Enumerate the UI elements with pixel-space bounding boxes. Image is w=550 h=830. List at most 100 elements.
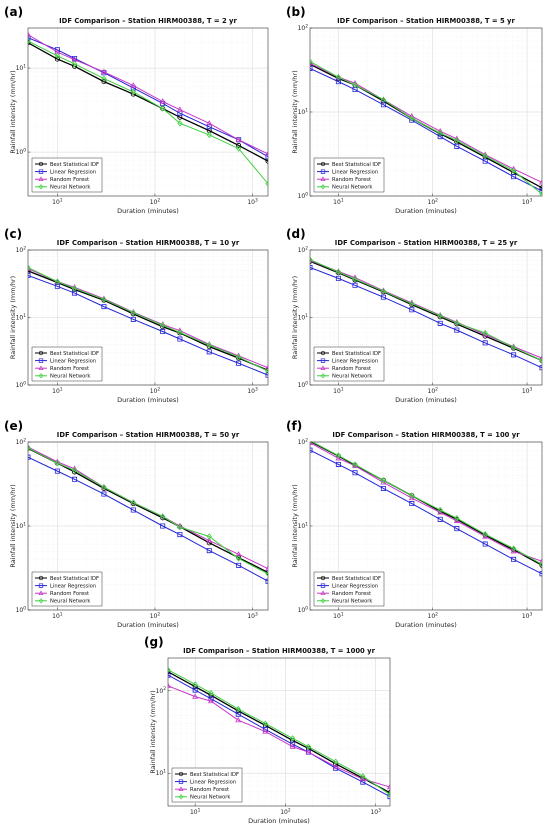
chart-panel: (a) IDF Comparison – Station HIRM00388, T… — [4, 5, 269, 215]
data-point — [511, 556, 517, 562]
x-tick-label: 101 — [52, 386, 63, 395]
legend-entry: Random Forest — [332, 366, 371, 372]
y-axis-label: Rainfall intensity (mm/hr) — [291, 276, 299, 359]
data-point — [453, 517, 460, 523]
data-point — [437, 130, 443, 137]
data-point — [454, 143, 460, 149]
data-point — [335, 73, 342, 81]
data-point — [352, 461, 358, 468]
data-point — [310, 256, 313, 263]
data-point — [335, 275, 341, 281]
data-point — [454, 327, 460, 333]
data-point — [335, 455, 342, 461]
data-point — [262, 726, 268, 732]
x-tick-label: 102 — [150, 611, 161, 620]
data-point — [265, 150, 268, 157]
data-point — [305, 743, 312, 750]
series-line — [168, 674, 390, 798]
series-neural-network — [310, 256, 542, 364]
grid — [309, 441, 542, 611]
legend-entry: Linear Regression — [332, 358, 378, 364]
data-point — [539, 191, 542, 196]
data-point — [310, 442, 313, 445]
data-point — [206, 341, 212, 349]
series-linear-regression — [168, 672, 390, 800]
y-tick-label: 100 — [16, 605, 27, 614]
data-point — [71, 285, 78, 292]
data-point — [482, 530, 488, 538]
data-point — [335, 268, 342, 276]
x-tick-label: 101 — [333, 197, 344, 206]
legend-entry: Neural Network — [50, 599, 90, 605]
data-point — [28, 40, 31, 46]
data-point — [352, 470, 358, 476]
data-point — [101, 491, 107, 497]
data-point — [54, 460, 60, 467]
series-linear-regression — [28, 272, 268, 378]
y-tick-label: 100 — [16, 380, 27, 389]
data-point — [28, 268, 31, 274]
data-point — [510, 545, 517, 552]
legend-entry: Best Statistical IDF — [50, 576, 99, 582]
chart-panel: (e) IDF Comparison – Station HIRM00388, T… — [4, 419, 269, 629]
series-line — [310, 62, 542, 183]
legend-entry: Random Forest — [332, 591, 371, 597]
data-point — [360, 779, 366, 785]
chart-panel: (c) IDF Comparison – Station HIRM00388, T… — [4, 227, 269, 404]
x-axis-label: Duration (minutes) — [117, 396, 179, 404]
data-point — [206, 533, 212, 540]
data-point — [236, 562, 242, 568]
grid — [27, 441, 268, 611]
x-tick-label: 102 — [150, 197, 161, 206]
series-line — [310, 67, 542, 192]
series-line — [28, 40, 268, 185]
x-tick-label: 103 — [247, 197, 258, 206]
data-point — [262, 728, 269, 734]
axes-frame — [27, 27, 269, 197]
data-point — [380, 477, 387, 484]
data-point — [28, 454, 31, 460]
chart-title: IDF Comparison – Station HIRM00388, T = … — [59, 17, 237, 25]
data-point — [160, 105, 166, 112]
data-point — [235, 136, 242, 142]
data-point — [168, 682, 171, 688]
data-point — [206, 120, 213, 126]
data-point — [236, 353, 242, 361]
series-line — [310, 260, 542, 362]
x-axis-label: Duration (minutes) — [395, 621, 457, 629]
data-point — [54, 468, 60, 474]
legend-entry: Linear Regression — [50, 358, 96, 364]
panel-label: (c) — [4, 227, 22, 241]
data-point — [130, 309, 136, 316]
x-tick-label: 101 — [333, 386, 344, 395]
data-point — [206, 131, 212, 139]
data-point — [454, 526, 460, 532]
series-neural-network — [28, 264, 268, 375]
data-point — [130, 499, 136, 506]
data-point — [408, 494, 415, 501]
x-tick-label: 102 — [428, 197, 439, 206]
panel-label: (b) — [286, 5, 306, 19]
x-axis-label: Duration (minutes) — [248, 817, 310, 825]
data-point — [335, 461, 341, 467]
legend-entry: Random Forest — [332, 177, 371, 183]
data-point — [206, 537, 213, 543]
series-line — [28, 456, 268, 582]
data-point — [265, 364, 268, 370]
panel-label: (g) — [144, 635, 164, 649]
data-point — [437, 312, 443, 319]
panel-label: (e) — [4, 419, 23, 433]
y-tick-label: 102 — [298, 245, 309, 254]
x-tick-label: 103 — [247, 386, 258, 395]
data-point — [310, 265, 313, 271]
data-point — [206, 349, 212, 355]
x-axis-label: Duration (minutes) — [395, 207, 457, 215]
series-line — [310, 267, 542, 369]
series-linear-regression — [310, 265, 542, 371]
data-point — [101, 484, 107, 491]
data-point — [482, 158, 488, 164]
data-point — [482, 152, 488, 160]
data-point — [539, 562, 542, 568]
